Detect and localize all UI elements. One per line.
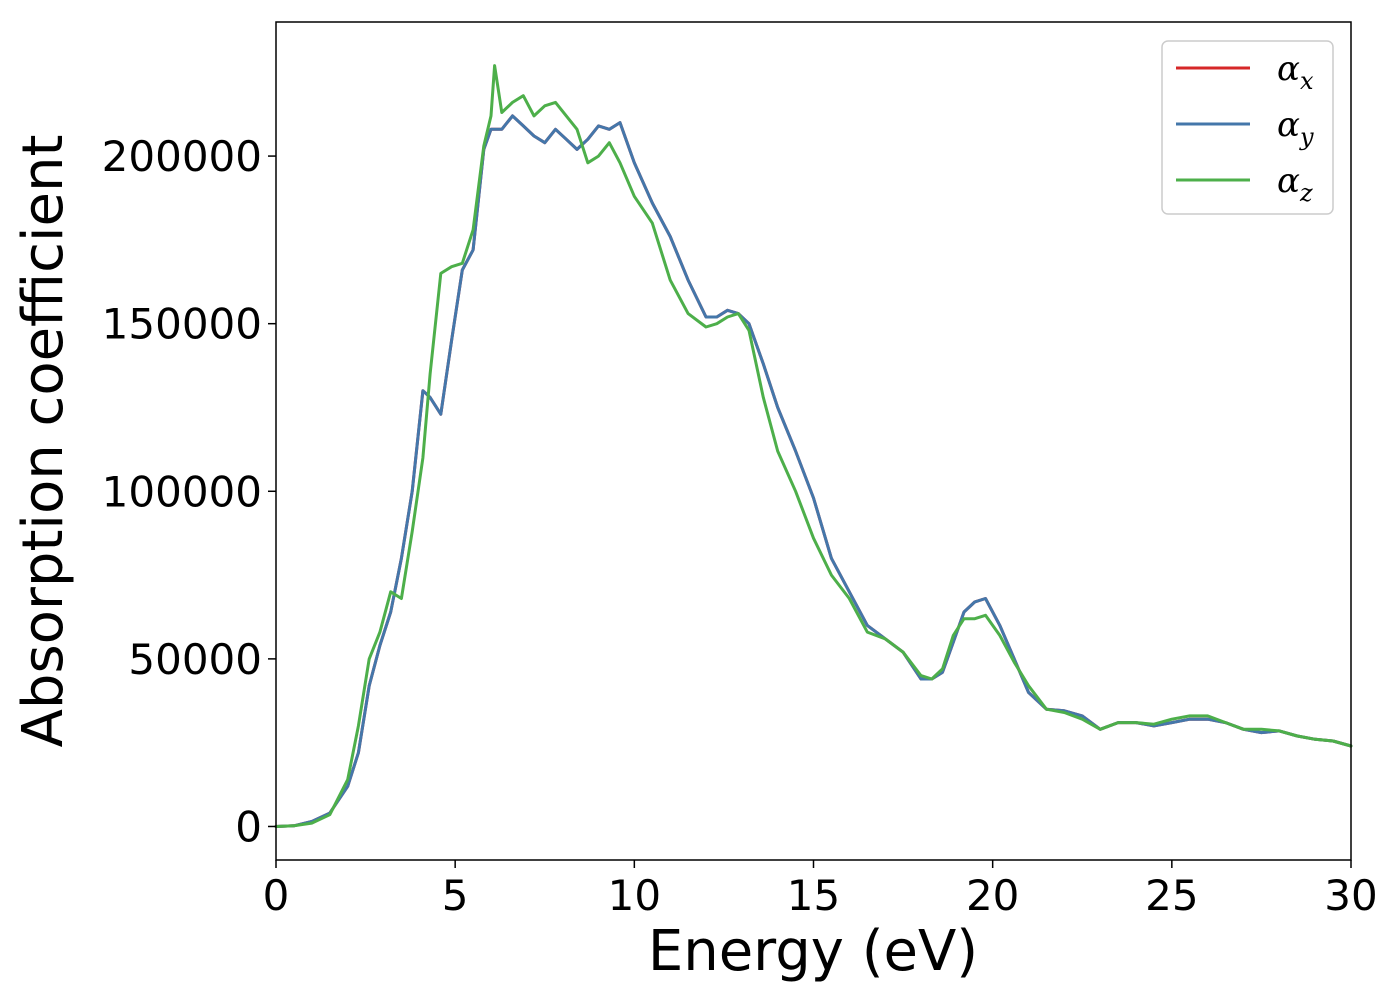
x-tick-label: 5 xyxy=(442,871,469,920)
x-tick-label: 30 xyxy=(1324,871,1377,920)
series-line-z xyxy=(274,64,1353,828)
x-tick-label: 10 xyxy=(608,871,661,920)
legend-label-y: αy xyxy=(1277,105,1314,151)
y-tick-label: 50000 xyxy=(128,635,262,684)
x-axis-ticks: 0 5 10 15 20 25 30 xyxy=(263,860,1378,920)
y-axis-label: Absorption coefficient xyxy=(11,135,76,748)
legend-box xyxy=(1161,40,1334,215)
y-tick-label: 100000 xyxy=(102,467,262,516)
y-tick-label: 150000 xyxy=(102,300,262,349)
y-tick-label: 200000 xyxy=(102,132,262,181)
y-axis-ticks: 0 50000 100000 150000 200000 xyxy=(102,132,276,851)
x-tick-label: 15 xyxy=(787,871,840,920)
series-layer xyxy=(274,64,1353,828)
y-tick-label: 0 xyxy=(235,802,262,851)
legend: αx αy αz xyxy=(1161,40,1334,215)
x-tick-label: 25 xyxy=(1145,871,1198,920)
x-tick-label: 0 xyxy=(263,871,290,920)
x-tick-label: 20 xyxy=(966,871,1019,920)
x-axis-label: Energy (eV) xyxy=(648,919,978,984)
legend-label-z: αz xyxy=(1277,161,1313,207)
legend-label-x: αx xyxy=(1277,49,1314,95)
